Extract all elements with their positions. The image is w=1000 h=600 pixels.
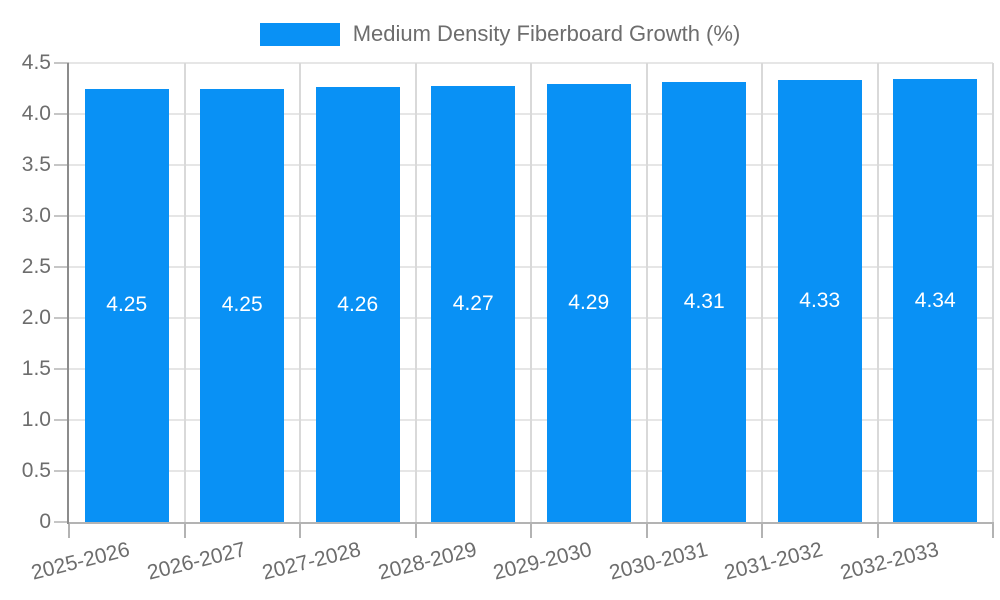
bar-value-label: 4.25: [221, 293, 263, 317]
bar-value-label: 4.25: [106, 293, 148, 317]
x-axis-line: [67, 522, 993, 524]
v-gridline: [645, 63, 648, 522]
x-axis-tick: [992, 522, 994, 538]
v-gridline: [183, 63, 186, 522]
bar-value-label: 4.34: [914, 288, 956, 312]
bar-value-label: 4.33: [799, 289, 841, 313]
x-axis-tick: [183, 522, 186, 538]
legend-swatch: [259, 22, 340, 46]
bar: 4.27: [431, 86, 516, 522]
y-axis-tick: [54, 521, 69, 523]
x-axis-tick: [414, 522, 417, 538]
x-axis-tick: [761, 522, 763, 538]
x-axis-tick: [530, 522, 532, 538]
y-axis-tick-label: 3.0: [21, 203, 51, 227]
y-axis-tick: [54, 266, 69, 268]
y-axis-tick: [54, 214, 69, 217]
x-axis-tick-label: 2030-2031: [606, 538, 710, 585]
legend[interactable]: Medium Density Fiberboard Growth (%): [0, 20, 1000, 48]
x-axis-tick-label: 2028-2029: [375, 538, 479, 585]
y-axis-tick-label: 3.5: [21, 153, 51, 176]
v-gridline: [992, 63, 994, 522]
v-gridline: [414, 63, 417, 522]
bar-value-label: 4.27: [452, 292, 494, 316]
x-axis-tick: [299, 522, 301, 538]
bar-value-label: 4.26: [337, 292, 379, 316]
y-axis-tick-label: 4.5: [21, 51, 51, 74]
y-axis-tick-label: 2.5: [21, 255, 51, 278]
x-axis-tick-label: 2031-2032: [722, 538, 826, 585]
y-axis-tick: [54, 164, 69, 166]
bar: 4.25: [200, 88, 285, 522]
x-axis-tick-label: 2025-2026: [29, 538, 133, 585]
y-axis-tick-label: 1.0: [21, 408, 51, 431]
v-gridline: [876, 63, 879, 522]
y-axis-tick: [54, 62, 69, 64]
x-axis-tick-label: 2029-2030: [491, 538, 595, 585]
bar-value-label: 4.29: [568, 291, 610, 315]
v-gridline: [530, 63, 532, 522]
plot-area: 4.5 4.0 3.5 3.0 2.5 2.0 1.5 1.0 0.5 0 4.25 2025-202…: [22, 51, 994, 585]
v-gridline: [299, 63, 301, 522]
x-axis-tick: [645, 522, 648, 538]
bar: 4.34: [893, 79, 978, 522]
y-axis-tick-label: 4.0: [21, 102, 51, 125]
y-axis-line: [67, 63, 69, 524]
bar: 4.33: [777, 80, 862, 522]
x-axis-tick: [68, 522, 70, 538]
y-axis-tick: [54, 113, 69, 115]
y-axis-tick: [54, 317, 69, 319]
v-gridline: [761, 63, 763, 522]
x-axis-tick-label: 2026-2027: [144, 538, 248, 585]
bar: 4.25: [84, 88, 169, 522]
bar-value-label: 4.31: [683, 290, 725, 314]
y-axis-tick-label: 0: [39, 510, 51, 533]
y-axis-tick-label: 2.0: [21, 306, 51, 329]
y-axis-tick: [54, 470, 69, 472]
bar: 4.26: [315, 87, 400, 522]
y-axis-tick: [54, 367, 69, 370]
y-axis-tick-label: 0.5: [21, 459, 51, 482]
x-axis-tick-label: 2032-2033: [837, 538, 941, 585]
y-axis-tick: [54, 419, 69, 421]
legend-label: Medium Density Fiberboard Growth (%): [352, 21, 741, 46]
bar: 4.29: [546, 84, 631, 522]
x-axis-tick-label: 2027-2028: [260, 538, 364, 585]
y-axis-tick-label: 1.5: [21, 356, 51, 380]
x-axis-tick: [876, 522, 879, 538]
bar: 4.31: [662, 82, 747, 522]
